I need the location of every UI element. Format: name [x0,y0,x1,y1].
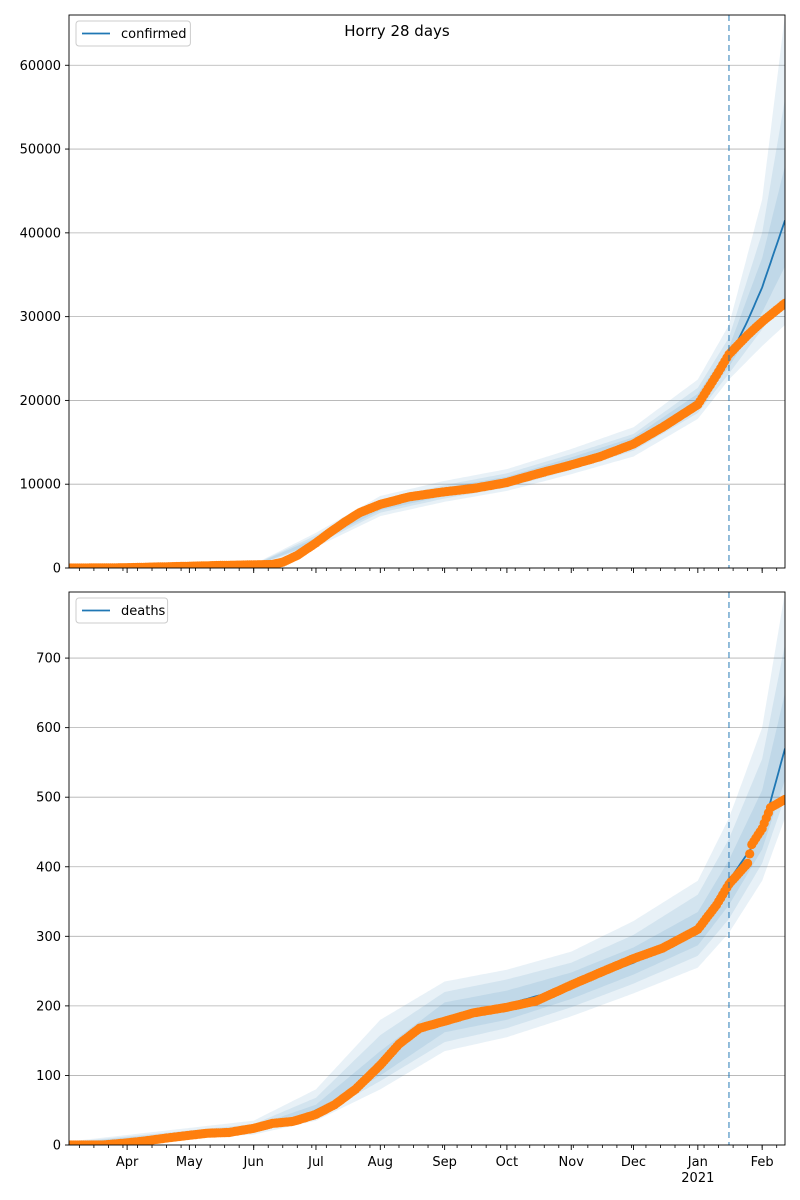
observed-point [780,298,785,308]
y-tick-label: 500 [36,791,61,806]
confirmed-panel: 0 10000 20000 30000 40000 50000 60000 confirmed [20,14,786,577]
x-tick-label: Jul [307,1155,324,1170]
y-tick-label: 100 [36,1069,61,1084]
x-tick-label: Jun [243,1155,264,1170]
y-tick-label: 20000 [20,394,61,409]
observed-point [743,858,753,868]
y-tick-label: 50000 [20,143,61,158]
x-tick-label: Sep [432,1155,457,1170]
uncertainty-band-1 [69,592,785,1145]
axes-frame [68,591,786,1146]
deaths-panel: 0 100 200 300 400 500 600 700 Apr May Jun Jul Aug Sep… [36,591,786,1186]
plot-area [69,592,785,1145]
axes-frame [68,14,786,569]
figure-title: Horry 28 days [344,22,450,40]
y-tick-label: 0 [53,562,61,577]
y-tick-label: 700 [36,652,61,667]
y-tick-label: 400 [36,860,61,875]
legend: confirmed [75,20,191,47]
legend-label-confirmed: confirmed [121,27,187,42]
y-tick-label: 300 [36,930,61,945]
y-tick-label: 40000 [20,226,61,241]
y-tick-label: 0 [53,1139,61,1154]
y-tick-label: 600 [36,721,61,736]
plot-area [69,15,785,568]
x-tick-label: Oct [496,1155,518,1170]
x-tick-label: Apr [116,1155,139,1170]
legend-label-deaths: deaths [121,604,166,619]
legend-box [75,20,191,47]
x-tick-label: May [176,1155,203,1170]
y-tick-label: 60000 [20,59,61,74]
x-tick-label: Nov [559,1155,585,1170]
x-tick-label: Jan [687,1155,708,1170]
observed-point [745,849,755,859]
x-year-label: 2021 [681,1171,714,1186]
legend-box [75,597,169,624]
x-tick-label: Dec [621,1155,646,1170]
y-tick-label: 30000 [20,310,61,325]
observed-point [780,794,785,804]
uncertainty-band-2 [69,644,785,1145]
y-tick-label: 10000 [20,478,61,493]
x-tick-label: Feb [751,1155,774,1170]
x-tick-label: Aug [368,1155,393,1170]
y-tick-label: 200 [36,999,61,1014]
legend: deaths [75,597,169,624]
